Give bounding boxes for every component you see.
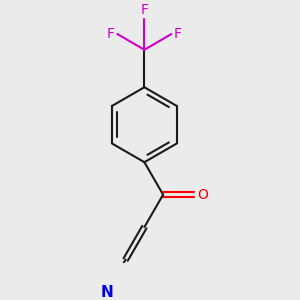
Text: O: O [198,188,208,202]
Text: F: F [174,27,182,41]
Text: N: N [100,284,113,299]
Text: F: F [107,27,115,41]
Text: F: F [140,3,148,17]
